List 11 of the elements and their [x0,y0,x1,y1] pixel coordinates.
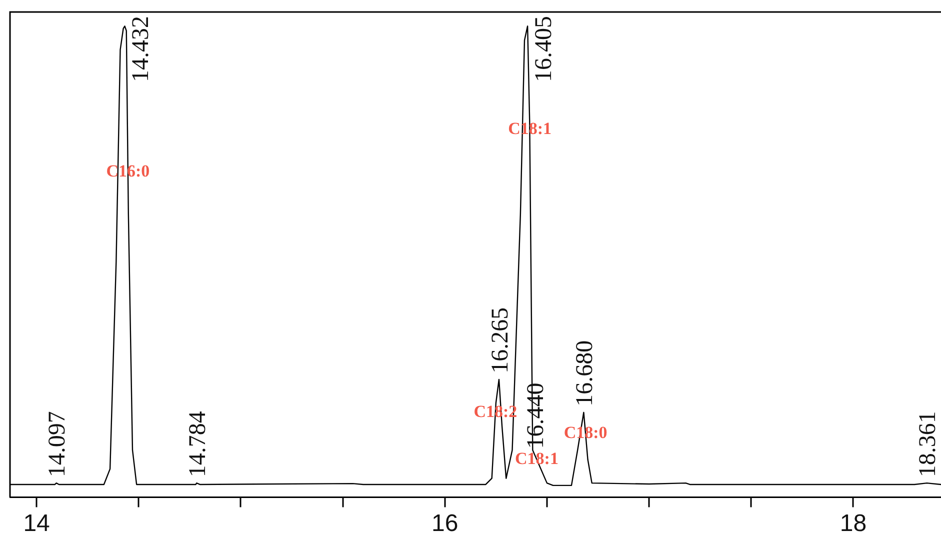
annotation: 14.784 [184,411,211,478]
annotation: 16.440 [523,382,550,449]
x-tick-label: 18 [840,510,867,538]
annotation: 16.405 [530,16,557,82]
x-tick-label: 14 [23,510,50,538]
annotation: 14.432 [128,16,154,82]
annotation: 16.265 [487,307,514,374]
annotation: 16.680 [572,340,598,406]
annotation: 18.361 [915,411,941,478]
annotation: 14.097 [44,411,71,478]
x-tick-label: 16 [432,510,458,538]
